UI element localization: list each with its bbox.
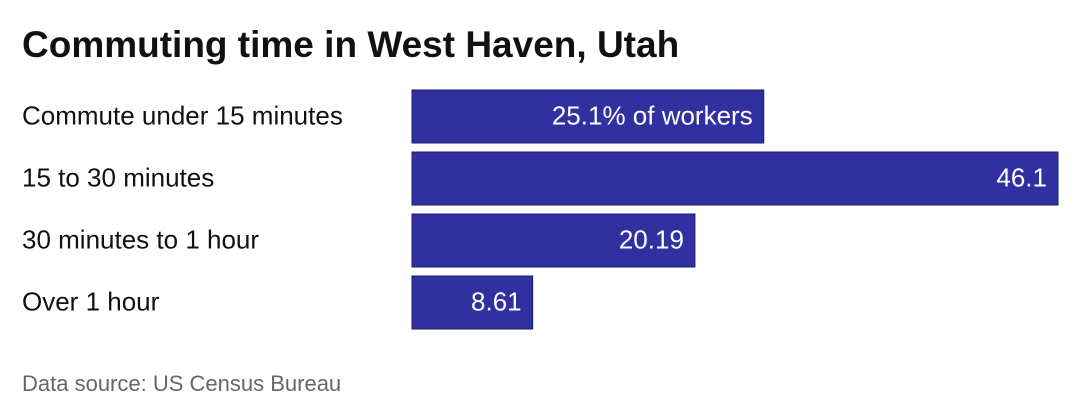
value-label: 46.1: [996, 162, 1047, 192]
value-label: 20.19: [619, 224, 684, 254]
value-label: 25.1% of workers: [552, 100, 753, 130]
category-label: 30 minutes to 1 hour: [22, 224, 259, 254]
category-label: Commute under 15 minutes: [22, 100, 343, 130]
chart-title: Commuting time in West Haven, Utah: [22, 24, 679, 65]
value-label: 8.61: [471, 286, 522, 316]
category-label: 15 to 30 minutes: [22, 162, 214, 192]
source-note: Data source: US Census Bureau: [22, 371, 341, 396]
bar: [411, 275, 534, 330]
bar: [411, 89, 765, 144]
category-label: Over 1 hour: [22, 286, 160, 316]
bar: [411, 151, 1059, 206]
bar: [411, 213, 696, 268]
